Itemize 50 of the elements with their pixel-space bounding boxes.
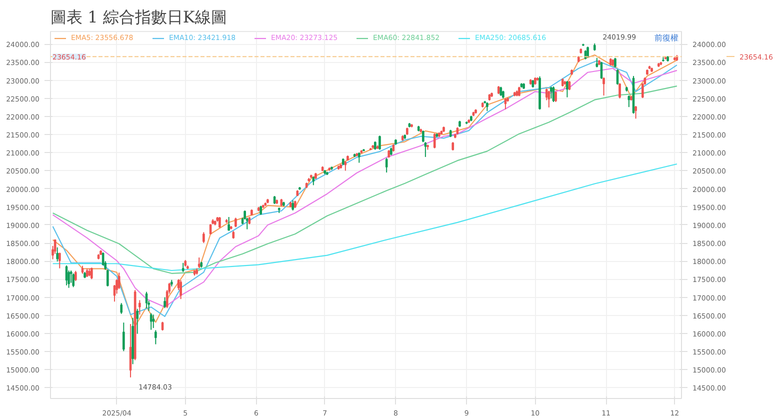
candlestick xyxy=(228,216,230,232)
candlestick xyxy=(106,269,109,287)
candlestick xyxy=(198,256,200,268)
annotation: 前復權 xyxy=(654,34,678,42)
candlestick xyxy=(433,132,436,149)
line-series xyxy=(52,163,678,272)
candlestick xyxy=(152,314,155,328)
candlestick xyxy=(202,232,205,244)
candlestick xyxy=(385,158,388,174)
candlestick xyxy=(129,324,132,378)
candlestick xyxy=(596,57,598,68)
line-series xyxy=(52,85,678,274)
candlestick xyxy=(422,130,424,143)
candlestick xyxy=(552,86,555,103)
candlestick xyxy=(602,76,605,96)
candlestick xyxy=(628,95,630,108)
candlestick xyxy=(90,267,93,280)
candlestick xyxy=(74,270,77,282)
candlestick xyxy=(182,262,184,272)
candlestick xyxy=(504,98,507,110)
candlestick xyxy=(118,272,120,290)
candlestick xyxy=(56,246,59,262)
candlestick xyxy=(138,300,141,316)
chart-title: 圖表 1 綜合指數日K線圖 xyxy=(50,8,227,26)
candlestick xyxy=(568,80,571,91)
candlestick xyxy=(586,46,589,58)
candlestick xyxy=(209,224,212,235)
candlestick xyxy=(72,272,75,288)
candlestick xyxy=(218,216,221,228)
candlestick xyxy=(548,90,550,108)
candlestick xyxy=(378,135,381,150)
candlestick xyxy=(122,322,125,352)
candlestick xyxy=(145,291,148,309)
candlestick xyxy=(614,57,616,68)
candlestick xyxy=(616,68,619,86)
candlestick xyxy=(150,312,152,330)
candlestick xyxy=(58,252,61,269)
candlestick xyxy=(600,61,603,80)
candlestick xyxy=(358,152,360,164)
candlestick xyxy=(618,82,621,99)
candlestick xyxy=(554,91,557,103)
candlestick xyxy=(102,252,104,266)
candlestick xyxy=(180,280,182,300)
candlestick xyxy=(634,105,637,120)
candlestick xyxy=(164,296,166,309)
candlestick xyxy=(120,302,123,314)
candlestick xyxy=(292,200,294,211)
candlestick xyxy=(234,217,237,228)
candlestick xyxy=(154,330,157,345)
candlestick xyxy=(136,308,139,334)
